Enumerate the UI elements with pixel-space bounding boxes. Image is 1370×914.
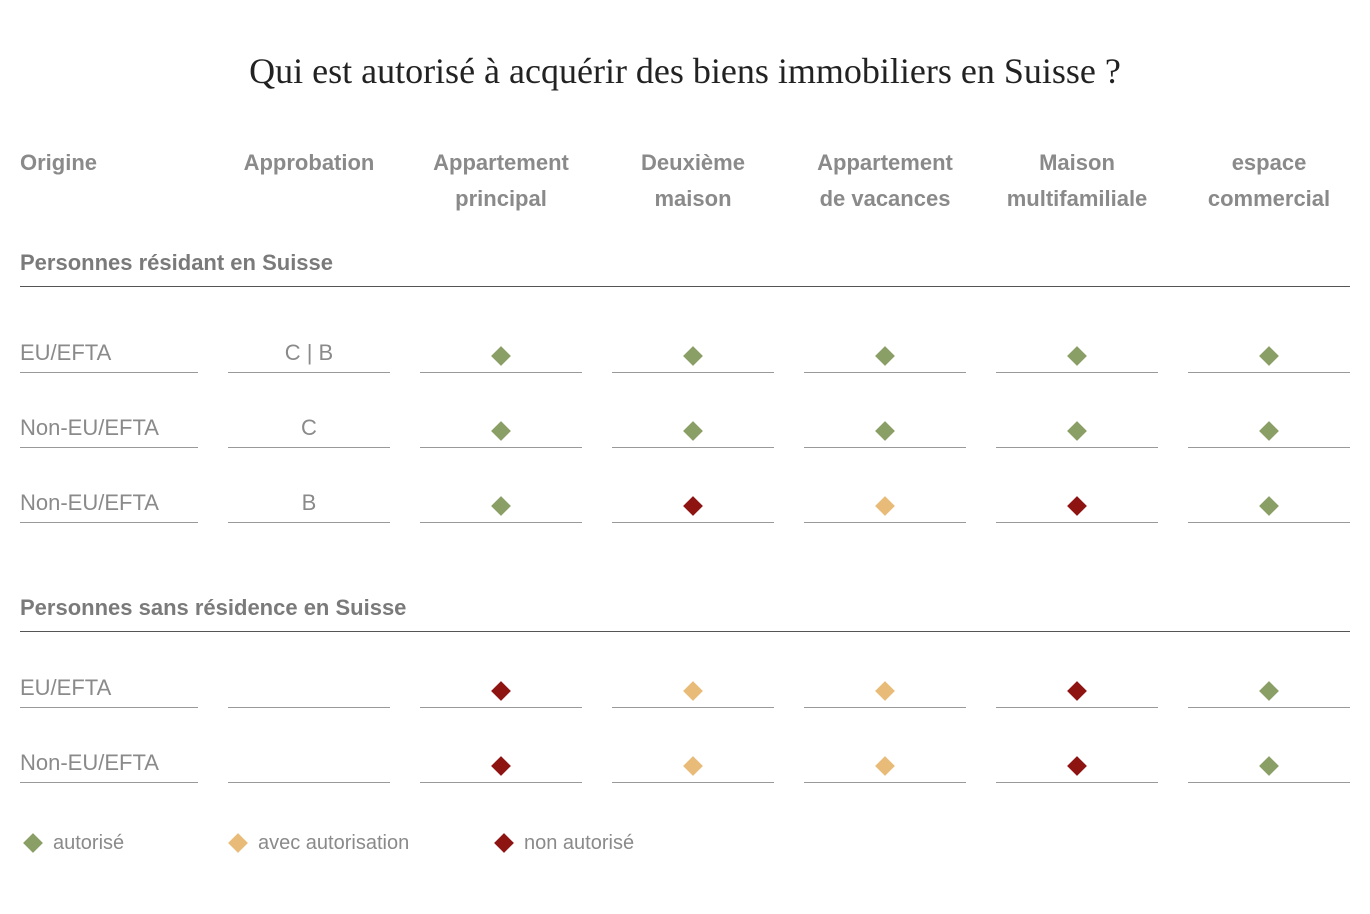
header-line: Appartement [817,150,953,175]
cell-origin: Non-EU/EFTA [20,490,198,523]
diamond-allowed-icon [491,346,511,366]
diamond-not-allowed-icon [1067,496,1087,516]
diamond-allowed-icon [1259,421,1279,441]
header-line: Deuxième [641,150,745,175]
cell-status [1188,750,1350,783]
diamond-allowed-icon [1259,346,1279,366]
header-line: multifamiliale [1006,186,1148,211]
diamond-with-authorization-icon [875,756,895,776]
cell-status [420,675,582,708]
diamond-not-allowed-icon [1067,756,1087,776]
header-origin: Origine [20,150,98,175]
diamond-icon [494,833,514,853]
cell-approval [228,750,390,783]
header-line: espace [1231,150,1307,175]
cell-status [612,340,774,373]
header-line: Appartement [433,150,569,175]
cell-status [996,675,1158,708]
diamond-not-allowed-icon [1067,681,1087,701]
section-title: Personnes résidant en Suisse [20,250,1350,287]
cell-approval: C [228,415,390,448]
header-appartement-vacances: Appartement de vacances [804,145,966,217]
diamond-allowed-icon [491,496,511,516]
header-line: maison [654,186,732,211]
cell-status [804,415,966,448]
diamond-not-allowed-icon [491,756,511,776]
header-line: Maison [1039,150,1115,175]
cell-status [612,490,774,523]
diamond-allowed-icon [875,421,895,441]
cell-origin: EU/EFTA [20,675,198,708]
header-deuxieme-maison: Deuxième maison [612,145,774,217]
header-line: de vacances [819,186,951,211]
cell-status [1188,675,1350,708]
diamond-allowed-icon [1067,346,1087,366]
cell-status [612,675,774,708]
diamond-allowed-icon [875,346,895,366]
diamond-allowed-icon [683,421,703,441]
section-title: Personnes sans résidence en Suisse [20,595,1350,632]
diamond-allowed-icon [1259,496,1279,516]
cell-status [420,490,582,523]
diamond-icon [228,833,248,853]
diamond-with-authorization-icon [875,681,895,701]
diamond-allowed-icon [491,421,511,441]
cell-approval: C | B [228,340,390,373]
diamond-allowed-icon [1259,756,1279,776]
diamond-not-allowed-icon [491,681,511,701]
diamond-allowed-icon [1259,681,1279,701]
cell-origin: EU/EFTA [20,340,198,373]
legend-label: avec autorisation [258,832,410,854]
header-approval: Approbation [243,150,375,175]
cell-approval: B [228,490,390,523]
cell-status [420,415,582,448]
cell-origin: Non-EU/EFTA [20,415,198,448]
cell-approval [228,675,390,708]
cell-status [612,750,774,783]
diamond-with-authorization-icon [683,756,703,776]
cell-status [1188,415,1350,448]
page-title: Qui est autorisé à acquérir des biens im… [249,51,1121,91]
cell-status [804,675,966,708]
header-appartement-principal: Appartement principal [420,145,582,217]
diamond-not-allowed-icon [683,496,703,516]
header-line: commercial [1207,186,1331,211]
cell-status [804,750,966,783]
header-maison-multifamiliale: Maison multifamiliale [996,145,1158,217]
cell-status [420,340,582,373]
cell-status [1188,340,1350,373]
cell-status [420,750,582,783]
cell-status [996,415,1158,448]
diamond-icon [23,833,43,853]
cell-status [996,750,1158,783]
legend-label: non autorisé [524,832,635,854]
cell-origin: Non-EU/EFTA [20,750,198,783]
header-espace-commercial: espace commercial [1188,145,1350,217]
diamond-allowed-icon [683,346,703,366]
diamond-with-authorization-icon [875,496,895,516]
header-line: principal [455,186,547,211]
cell-status [1188,490,1350,523]
diamond-with-authorization-icon [683,681,703,701]
legend-label: autorisé [53,832,125,854]
cell-status [804,490,966,523]
cell-status [996,340,1158,373]
cell-status [804,340,966,373]
cell-status [996,490,1158,523]
diamond-allowed-icon [1067,421,1087,441]
cell-status [612,415,774,448]
